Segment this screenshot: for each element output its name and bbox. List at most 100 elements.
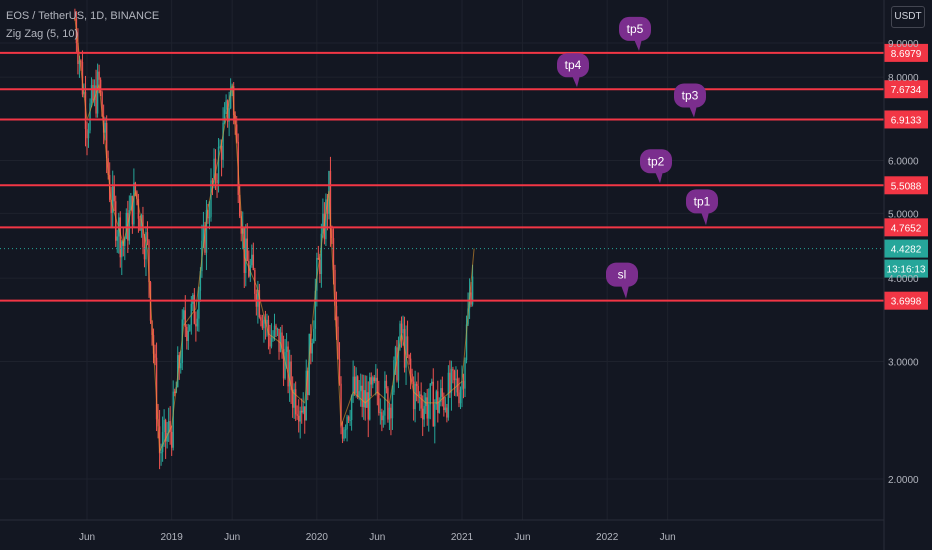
candle-body xyxy=(133,182,135,225)
level-price-tag xyxy=(884,110,928,129)
candle-body xyxy=(329,170,332,230)
candle-body xyxy=(421,408,424,420)
candle-body xyxy=(235,124,238,142)
indicator-label[interactable]: Zig Zag (5, 10) xyxy=(6,28,79,40)
level-price-label: 8.6979 xyxy=(891,49,922,60)
note-tp1[interactable]: tp1 xyxy=(686,189,718,226)
note-tp4[interactable]: tp4 xyxy=(557,53,589,88)
candle-body xyxy=(119,217,121,258)
countdown-label: 13:16:13 xyxy=(887,265,926,276)
candle-body xyxy=(352,376,354,396)
candle-body xyxy=(189,324,191,331)
candle-body xyxy=(415,383,418,387)
candle-body xyxy=(372,377,374,385)
candle-body xyxy=(154,353,156,358)
candle-body xyxy=(115,201,117,241)
candle-body xyxy=(470,292,472,305)
candle-body xyxy=(202,225,205,241)
candle-body xyxy=(214,158,217,180)
x-tick-label: Jun xyxy=(369,532,385,543)
candle-body xyxy=(124,238,126,246)
candle-body xyxy=(397,347,400,381)
candle-body xyxy=(378,393,380,413)
candle-body xyxy=(290,361,292,390)
candle-body xyxy=(269,335,271,347)
y-tick-label: 2.0000 xyxy=(888,475,919,486)
candle-body xyxy=(263,319,265,329)
candle-body xyxy=(423,406,425,420)
candle-body xyxy=(446,407,448,418)
candle-body xyxy=(219,145,221,148)
level-price-tag xyxy=(884,43,928,62)
note-bubble xyxy=(640,149,672,174)
note-text: tp2 xyxy=(648,154,665,168)
candle-body xyxy=(381,412,383,421)
candle-body xyxy=(134,182,137,192)
candle-body xyxy=(113,186,115,202)
note-text: tp3 xyxy=(682,88,699,102)
candle-body xyxy=(294,389,297,415)
candle-body xyxy=(273,325,276,338)
candle-body xyxy=(131,195,134,225)
candle-body xyxy=(396,347,398,381)
candle-body xyxy=(340,383,342,428)
candle-body xyxy=(225,100,227,110)
candle-body xyxy=(164,420,167,442)
candle-body xyxy=(163,420,165,433)
candle-body xyxy=(441,388,444,397)
candle-body xyxy=(245,238,247,273)
candle-body xyxy=(390,407,392,419)
note-tp2[interactable]: tp2 xyxy=(640,149,672,184)
note-bubble xyxy=(619,16,651,41)
candle-body xyxy=(142,215,144,247)
candle-body xyxy=(195,323,197,327)
candle-body xyxy=(447,372,450,418)
candle-body xyxy=(464,360,466,389)
candle-body xyxy=(80,60,82,62)
candle-body xyxy=(184,310,186,327)
candle-body xyxy=(364,390,366,408)
candle-body xyxy=(391,392,394,419)
candle-body xyxy=(192,294,194,304)
candle-body xyxy=(78,60,81,64)
candle-body xyxy=(285,346,288,353)
currency-button[interactable]: USDT xyxy=(891,6,925,28)
candle-body xyxy=(452,368,454,371)
candle-body xyxy=(319,259,321,275)
candle-body xyxy=(98,71,100,80)
candle-body xyxy=(174,391,176,393)
candle-body xyxy=(293,389,295,408)
candle-body xyxy=(402,329,404,334)
note-sl[interactable]: sl xyxy=(606,262,638,299)
candle-body xyxy=(353,376,356,394)
x-tick-label: Jun xyxy=(660,532,676,543)
level-price-label: 4.7652 xyxy=(891,223,922,234)
candle-body xyxy=(272,337,274,339)
candle-body xyxy=(361,385,363,408)
candle-body xyxy=(220,145,223,160)
candle-body xyxy=(128,210,131,241)
candle-body xyxy=(260,317,262,321)
candle-body xyxy=(240,216,242,234)
candle-body xyxy=(296,414,298,416)
candle-body xyxy=(317,257,320,260)
candle-body xyxy=(414,383,416,410)
candle-body xyxy=(444,407,447,411)
candle-body xyxy=(458,392,460,404)
candle-body xyxy=(146,232,149,241)
candle-body xyxy=(373,377,375,382)
note-tp5[interactable]: tp5 xyxy=(619,16,651,51)
candle-body xyxy=(199,271,202,291)
candle-body xyxy=(204,225,206,253)
candle-body xyxy=(325,199,327,240)
candle-body xyxy=(107,158,109,175)
level-price-label: 3.6998 xyxy=(891,297,922,308)
note-tp3[interactable]: tp3 xyxy=(674,83,706,118)
symbol-title[interactable]: EOS / TetherUS, 1D, BINANCE xyxy=(6,10,160,22)
candle-body xyxy=(158,426,161,454)
candle-body xyxy=(308,333,310,395)
candle-body xyxy=(267,319,270,336)
note-text: tp4 xyxy=(565,58,582,72)
candle-body xyxy=(196,318,199,327)
